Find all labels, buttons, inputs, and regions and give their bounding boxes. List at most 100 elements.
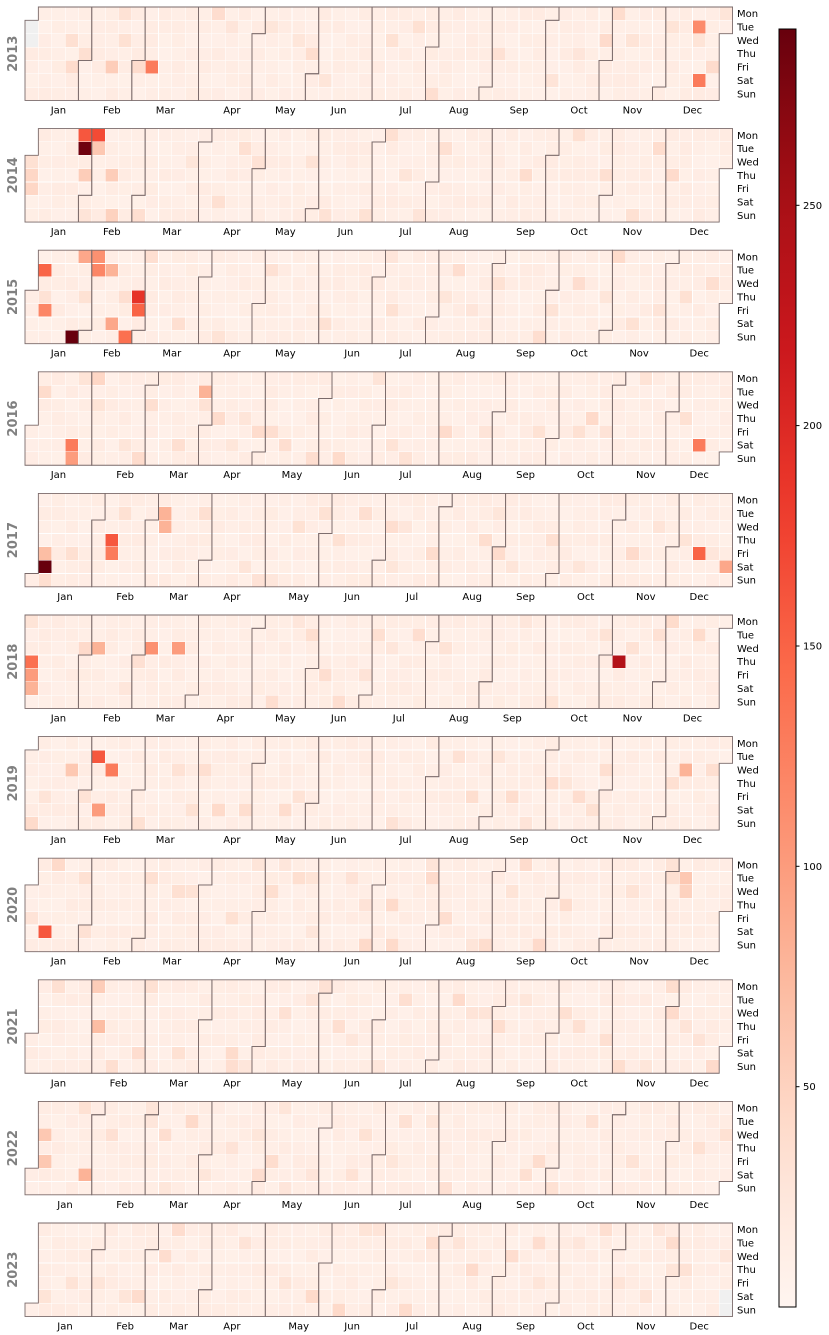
day-cell: [158, 573, 173, 588]
month-label: Nov: [636, 470, 656, 481]
weekday-label: Sun: [737, 1305, 756, 1316]
day-cell: [51, 303, 66, 318]
day-cell: [78, 1276, 93, 1291]
day-cell: [211, 1114, 226, 1129]
day-cell: [585, 276, 600, 291]
day-cell: [224, 506, 239, 521]
day-cell: [545, 654, 560, 669]
day-cell: [305, 208, 320, 223]
day-cell: [411, 789, 426, 804]
day-cell: [572, 694, 586, 709]
day-cell: [118, 1167, 133, 1182]
day-cell: [78, 628, 93, 642]
day-cell: [211, 1046, 226, 1061]
day-cell: [585, 316, 600, 331]
day-cell: [78, 559, 93, 574]
day-cell: [118, 33, 133, 48]
month-boundaries: [24, 1100, 733, 1196]
day-cell: [545, 195, 560, 210]
day-cell: [572, 168, 586, 183]
day-cell: [198, 857, 213, 872]
day-cell: [598, 263, 613, 278]
day-cell: [118, 1114, 133, 1129]
day-cell: [491, 924, 506, 939]
day-cell: [518, 992, 533, 1007]
day-cell: [38, 195, 52, 210]
month-label: Feb: [103, 957, 121, 968]
day-cell: [305, 276, 320, 291]
day-cell: [465, 411, 480, 426]
day-cell: [305, 86, 320, 101]
day-cell: [291, 181, 306, 196]
day-cell: [531, 1046, 546, 1061]
day-cell: [598, 803, 613, 817]
day-cell: [371, 668, 386, 683]
day-cell: [211, 628, 226, 642]
day-cell: [198, 46, 213, 61]
day-cell: [224, 776, 239, 791]
day-cell: [51, 493, 66, 508]
day-cell: [491, 546, 506, 561]
day-cell: [144, 776, 159, 791]
day-cell: [358, 789, 373, 804]
day-cell: [211, 86, 226, 101]
day-cell: [238, 519, 253, 534]
day-cell: [718, 1289, 733, 1304]
day-cell: [652, 749, 667, 764]
day-cell: [652, 519, 667, 534]
day-cell: [358, 1046, 373, 1061]
day-cell: [652, 451, 667, 466]
day-cell: [171, 1059, 186, 1074]
day-cell: [385, 155, 400, 169]
day-cell: [531, 60, 546, 75]
day-cell: [198, 141, 213, 156]
day-cell: [318, 6, 333, 21]
day-cell: [224, 694, 239, 709]
day-cell: [64, 614, 79, 629]
day-cell: [465, 871, 480, 886]
day-cell: [638, 924, 653, 939]
day-cell: [305, 33, 320, 48]
day-cell: [705, 316, 720, 331]
day-cell: [665, 249, 680, 264]
day-cell: [331, 1167, 346, 1182]
day-cell: [51, 1302, 66, 1317]
day-cell: [278, 128, 293, 143]
day-cell: [491, 628, 506, 642]
day-cell: [638, 884, 653, 899]
day-cell: [572, 6, 586, 21]
day-cell: [91, 493, 106, 508]
day-cell: [291, 924, 306, 939]
day-cell: [398, 1181, 413, 1196]
day-cell: [505, 493, 520, 508]
day-cell: [531, 871, 546, 886]
day-cell: [171, 195, 186, 210]
day-cell: [665, 1249, 680, 1264]
day-cell: [451, 411, 466, 426]
day-cell: [264, 33, 279, 48]
day-cell: [358, 411, 373, 426]
day-cell: [451, 384, 466, 399]
day-cell: [385, 411, 400, 426]
day-cell: [558, 1167, 573, 1182]
day-cell: [104, 195, 119, 210]
day-cell: [518, 1289, 533, 1304]
day-cell: [398, 776, 413, 791]
day-cell: [518, 776, 533, 791]
day-cell: [385, 694, 400, 709]
day-cell: [238, 533, 253, 548]
day-cell: [718, 411, 733, 426]
day-cell: [558, 398, 573, 413]
day-cell: [131, 789, 146, 804]
day-cell: [211, 1236, 226, 1250]
day-cell: [411, 573, 426, 588]
day-cell: [358, 384, 373, 399]
day-cell: [224, 46, 239, 61]
day-cell: [518, 573, 533, 588]
day-cell: [572, 438, 586, 453]
day-cell: [305, 20, 320, 35]
day-cell: [158, 749, 173, 764]
day-cell: [278, 533, 293, 548]
day-cell: [411, 424, 426, 439]
day-cell: [331, 1302, 346, 1317]
